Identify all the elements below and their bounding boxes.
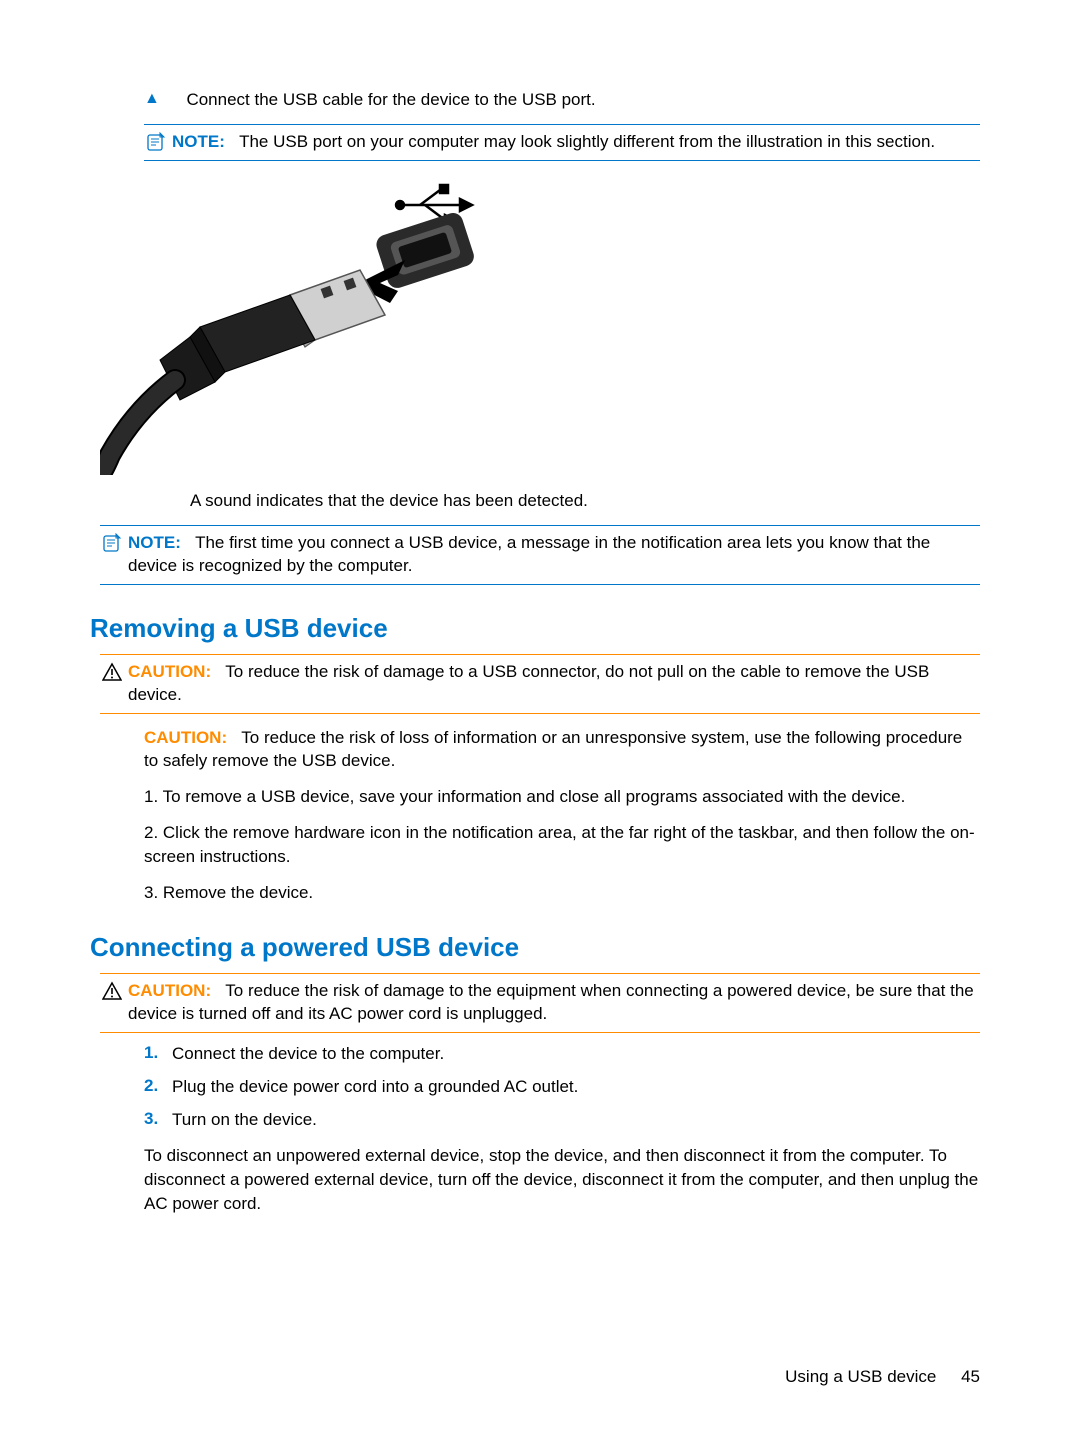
powered-step-3: 3. Turn on the device.: [144, 1109, 980, 1132]
step-text: Turn on the device.: [172, 1109, 980, 1132]
footer-page-number: 45: [961, 1367, 980, 1386]
note-usb-port: NOTE: The USB port on your computer may …: [144, 124, 980, 161]
step-text: Connect the device to the computer.: [172, 1043, 980, 1066]
caution-body: To reduce the risk of loss of informatio…: [144, 728, 962, 771]
heading-connect-powered: Connecting a powered USB device: [90, 932, 980, 963]
step-number: 1.: [144, 1043, 172, 1066]
caution-icon: [102, 980, 126, 1001]
caution-body: To reduce the risk of damage to the equi…: [128, 981, 974, 1023]
note-label: NOTE:: [172, 132, 225, 151]
caution-icon: [102, 661, 126, 682]
caution-label: CAUTION:: [128, 981, 211, 1000]
step-connect-usb: ▲ Connect the USB cable for the device t…: [100, 90, 980, 161]
note-first-time: NOTE: The first time you connect a USB d…: [100, 525, 980, 585]
note-icon: [146, 131, 170, 152]
step-connect-text: Connect the USB cable for the device to …: [186, 90, 956, 110]
remove-body: CAUTION: To reduce the risk of loss of i…: [144, 726, 980, 905]
note-first-time-text: NOTE: The first time you connect a USB d…: [126, 532, 978, 578]
note-body: The USB port on your computer may look s…: [239, 132, 935, 151]
caution-body: To reduce the risk of damage to a USB co…: [128, 662, 929, 704]
caution-remove-connector: CAUTION: To reduce the risk of damage to…: [100, 654, 980, 714]
caution-label: CAUTION:: [144, 728, 227, 747]
remove-step-2: 2. Click the remove hardware icon in the…: [144, 821, 980, 869]
document-page: ▲ Connect the USB cable for the device t…: [0, 0, 1080, 1268]
remove-step-1: 1. To remove a USB device, save your inf…: [144, 785, 980, 809]
step-number: 3.: [144, 1109, 172, 1132]
note-label: NOTE:: [128, 533, 181, 552]
disconnect-para: To disconnect an unpowered external devi…: [144, 1144, 980, 1215]
step-text: Plug the device power cord into a ground…: [172, 1076, 980, 1099]
page-footer: Using a USB device 45: [785, 1367, 980, 1387]
remove-step-3: 3. Remove the device.: [144, 881, 980, 905]
caution-text: CAUTION: To reduce the risk of damage to…: [126, 980, 978, 1026]
note-icon: [102, 532, 126, 553]
caution-label: CAUTION:: [128, 662, 211, 681]
caution2-para: CAUTION: To reduce the risk of loss of i…: [144, 726, 980, 774]
step-number: 2.: [144, 1076, 172, 1099]
powered-step-2: 2. Plug the device power cord into a gro…: [144, 1076, 980, 1099]
heading-removing-usb: Removing a USB device: [90, 613, 980, 644]
usb-illustration: [100, 175, 980, 475]
step-marker-triangle-icon: ▲: [144, 90, 168, 108]
note-body: The first time you connect a USB device,…: [128, 533, 930, 575]
caution-powered: CAUTION: To reduce the risk of damage to…: [100, 973, 980, 1033]
detect-sound-text: A sound indicates that the device has be…: [190, 491, 980, 511]
connect-powered-body: 1. Connect the device to the computer. 2…: [144, 1043, 980, 1215]
powered-step-1: 1. Connect the device to the computer.: [144, 1043, 980, 1066]
note-usb-port-text: NOTE: The USB port on your computer may …: [170, 131, 978, 154]
caution-text: CAUTION: To reduce the risk of damage to…: [126, 661, 978, 707]
footer-section-label: Using a USB device: [785, 1367, 936, 1386]
